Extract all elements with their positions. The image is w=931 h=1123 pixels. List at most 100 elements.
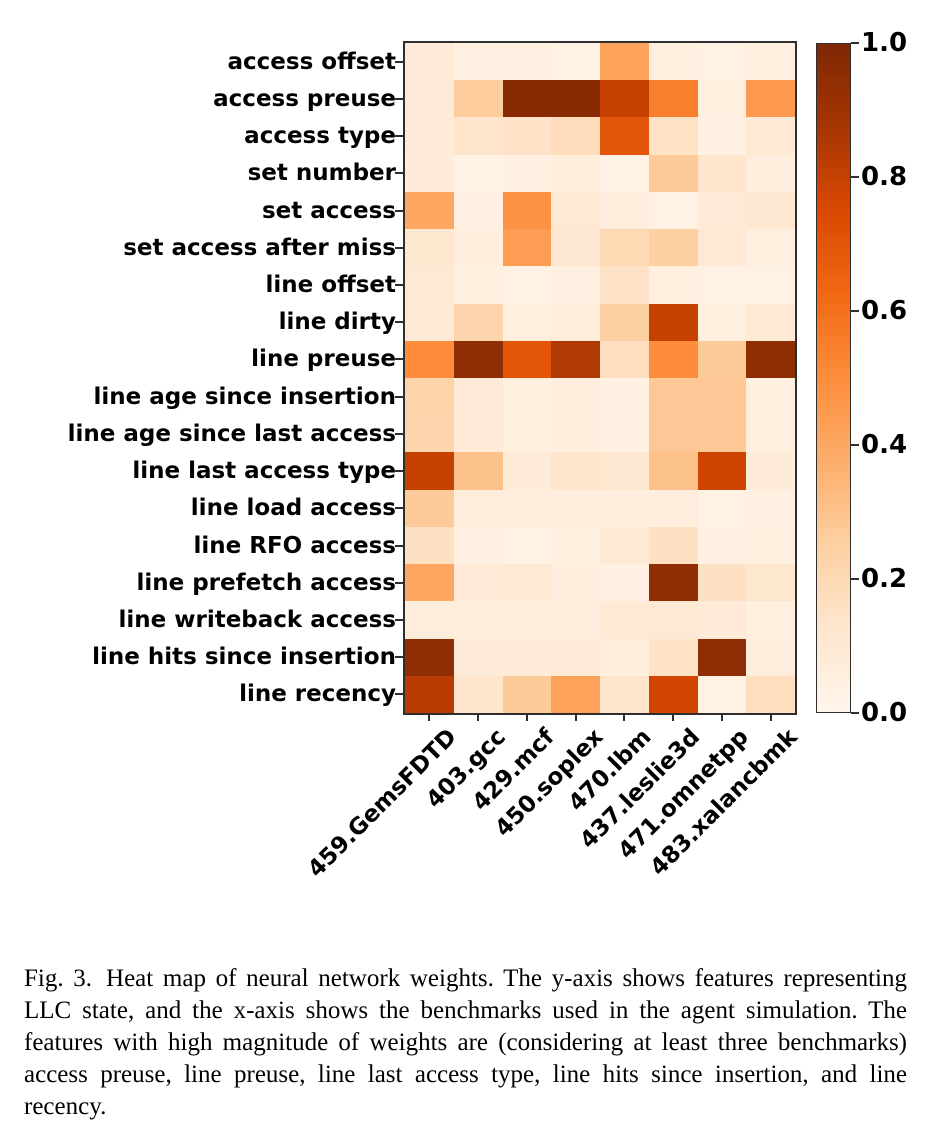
heatmap-cell	[697, 80, 747, 118]
y-axis-tick	[395, 358, 403, 361]
colorbar-tick-label: 0.8	[861, 162, 908, 192]
heatmap-cell	[551, 303, 600, 341]
heatmap-cell	[405, 117, 454, 155]
heatmap-cell	[502, 489, 552, 527]
heatmap-cell	[502, 415, 552, 453]
heatmap-cell	[746, 154, 795, 192]
heatmap-cell	[648, 154, 698, 192]
heatmap-cell	[648, 80, 698, 118]
y-axis-tick	[395, 581, 403, 584]
heatmap-cell	[502, 601, 552, 639]
colorbar-tick-label: 1.0	[861, 28, 908, 58]
heatmap-cell	[551, 415, 600, 453]
heatmap-cell	[502, 564, 552, 602]
heatmap-cell	[648, 601, 698, 639]
colorbar-tick-label: 0.2	[861, 564, 908, 594]
heatmap-cell	[746, 303, 795, 341]
heatmap-cell	[697, 377, 747, 416]
heatmap-cell	[697, 489, 747, 527]
heatmap-cell	[600, 154, 649, 192]
y-axis-tick	[395, 321, 403, 324]
heatmap-cell	[600, 303, 649, 341]
caption-text: Heat map of neural network weights. The …	[24, 965, 907, 1120]
heatmap-cell	[551, 638, 600, 676]
heatmap-cell	[405, 601, 454, 639]
heatmap-cell	[453, 117, 503, 155]
heatmap-cell	[405, 80, 454, 118]
heatmap-cell	[600, 80, 649, 118]
heatmap-cell	[551, 80, 600, 118]
y-axis-tick	[395, 432, 403, 435]
heatmap-cell	[551, 564, 600, 602]
heatmap-cell	[746, 675, 795, 713]
heatmap-cell	[453, 638, 503, 676]
heatmap-cell	[600, 564, 649, 602]
heatmap-cell	[502, 229, 552, 267]
heatmap-cell	[697, 191, 747, 230]
y-axis-label: line load access	[190, 495, 396, 522]
heatmap-cell	[600, 377, 649, 416]
heatmap-cell	[600, 415, 649, 453]
y-axis-label: line age since last access	[67, 420, 396, 447]
y-axis-tick	[395, 246, 403, 249]
heatmap-cell	[648, 266, 698, 304]
heatmap-cell	[453, 154, 503, 192]
heatmap-cell	[697, 452, 747, 490]
heatmap-cell	[746, 564, 795, 602]
x-axis-tick	[525, 713, 528, 721]
heatmap-cell	[453, 80, 503, 118]
colorbar-tick	[851, 444, 859, 446]
heatmap-cell	[551, 377, 600, 416]
y-axis-label: line offset	[265, 271, 396, 298]
y-axis-tick	[395, 544, 403, 547]
heatmap-cell	[453, 377, 503, 416]
heatmap-cell	[453, 340, 503, 378]
heatmap-cell	[697, 564, 747, 602]
heatmap-cell	[600, 489, 649, 527]
heatmap-cell	[502, 526, 552, 565]
heatmap-cell	[746, 80, 795, 118]
heatmap-cell	[600, 638, 649, 676]
heatmap-cell	[405, 191, 454, 230]
heatmap-cell	[405, 526, 454, 565]
heatmap-cell	[551, 229, 600, 267]
heatmap-cell	[648, 526, 698, 565]
heatmap-cell	[746, 526, 795, 565]
heatmap-cell	[746, 489, 795, 527]
heatmap-cell	[697, 601, 747, 639]
heatmap-cell	[746, 340, 795, 378]
heatmap-cell	[551, 526, 600, 565]
y-axis-label: access type	[244, 123, 396, 150]
x-axis-tick	[574, 713, 577, 721]
heatmap-cell	[551, 452, 600, 490]
heatmap-cell	[697, 638, 747, 676]
heatmap-cell	[453, 564, 503, 602]
y-axis-label: access offset	[227, 48, 397, 75]
figure-caption: Fig. 3. Heat map of neural network weight…	[24, 963, 907, 1123]
heatmap-cell	[551, 601, 600, 639]
heatmap-cell	[551, 489, 600, 527]
heatmap-cell	[405, 266, 454, 304]
x-axis-tick	[623, 713, 626, 721]
y-axis-label: set access	[261, 197, 396, 224]
heatmap-cell	[697, 229, 747, 267]
heatmap-cell	[648, 340, 698, 378]
x-axis-tick	[720, 713, 723, 721]
heatmap-cell	[453, 303, 503, 341]
y-axis-tick	[395, 135, 403, 138]
y-axis-tick	[395, 618, 403, 621]
heatmap-cell	[697, 266, 747, 304]
caption-fig-label: Fig. 3.	[24, 965, 93, 992]
heatmap-cell	[600, 340, 649, 378]
colorbar-tick-label: 0.4	[861, 430, 908, 460]
heatmap-cell	[405, 564, 454, 602]
heatmap-cell	[697, 526, 747, 565]
heatmap-cell	[648, 675, 698, 713]
heatmap-cell	[648, 191, 698, 230]
y-axis-label: line hits since insertion	[92, 644, 396, 671]
y-axis-tick	[395, 656, 403, 659]
heatmap-cell	[746, 638, 795, 676]
heatmap-cell	[648, 489, 698, 527]
y-axis-tick	[395, 693, 403, 696]
heatmap-cell	[453, 526, 503, 565]
